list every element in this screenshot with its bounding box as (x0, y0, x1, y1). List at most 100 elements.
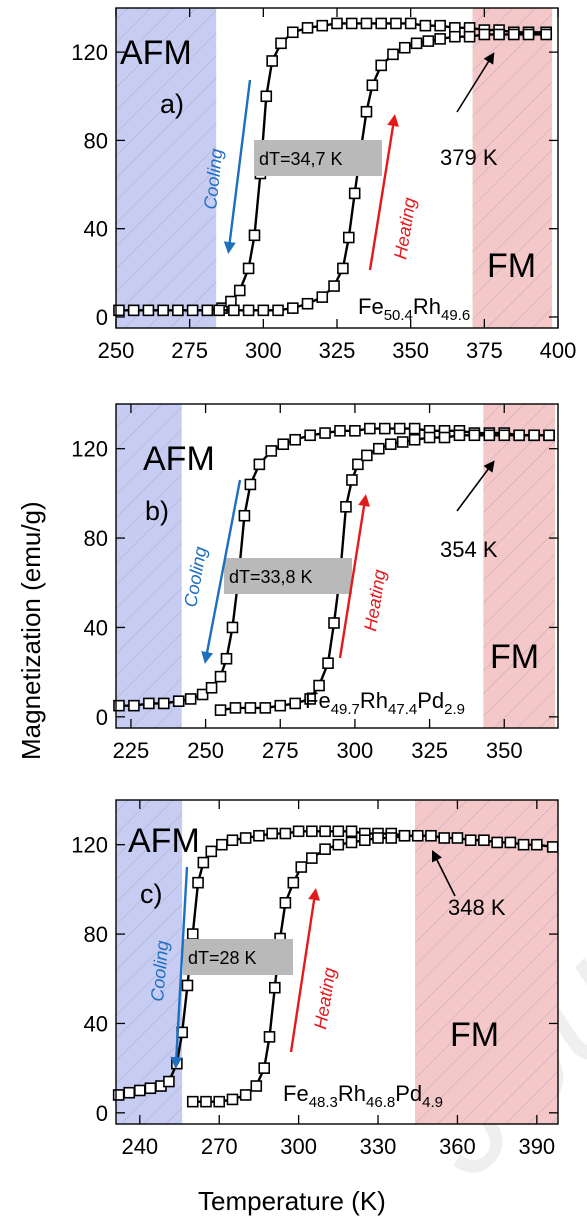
cooling-data-point (378, 422, 391, 435)
x-tick-label: 400 (540, 338, 577, 363)
cooling-data-point (143, 697, 155, 710)
cooling-data-point (157, 697, 170, 710)
cooling-data-point (345, 17, 358, 30)
cooling-data-point (248, 229, 261, 242)
heating-data-point (478, 28, 491, 41)
comp-el-1: Fe (283, 1081, 309, 1106)
y-tick-label: 0 (96, 305, 108, 330)
heating-data-point (213, 1095, 226, 1108)
cooling-data-point (197, 856, 210, 869)
heating-branch-line (219, 33, 547, 312)
x-tick-label: 250 (98, 338, 135, 363)
cooling-data-point (142, 304, 155, 317)
y-tick-label: 40 (84, 615, 108, 640)
comp-sub-2: 47.4 (388, 701, 417, 718)
cooling-data-point (404, 17, 417, 30)
dt-label: dT=33,8 K (229, 567, 313, 587)
cooling-data-point (364, 422, 376, 435)
comp-sub-3: 4.9 (422, 1094, 443, 1111)
heating-data-point (301, 297, 314, 310)
cooling-data-point (112, 1089, 125, 1101)
cooling-data-point (464, 834, 477, 847)
y-tick-label: 120 (71, 833, 108, 858)
heating-data-point (398, 41, 411, 54)
tc-label: 379 K (440, 145, 498, 170)
x-tick-label: 330 (360, 1134, 397, 1159)
heating-data-point (410, 37, 423, 50)
cooling-data-point (157, 304, 169, 317)
afm-region-hatch (116, 8, 217, 328)
tc-label: 354 K (440, 537, 498, 562)
cooling-data-point (478, 834, 490, 847)
heating-data-point (384, 438, 397, 451)
heating-data-point (398, 829, 411, 842)
x-tick-label: 360 (439, 1134, 476, 1159)
cooling-data-point (186, 304, 199, 317)
cooling-arrow (223, 79, 252, 254)
heating-data-point (242, 304, 255, 317)
heating-data-point (239, 1089, 252, 1101)
heating-data-point (434, 33, 446, 45)
heating-data-point (513, 429, 525, 442)
cooling-data-point (316, 19, 329, 32)
cooling-data-point (319, 427, 331, 439)
cooling-data-point (349, 425, 361, 437)
cooling-data-point (390, 17, 402, 30)
heating-data-point (422, 35, 435, 47)
plot-frame (115, 799, 559, 1125)
axis-ticks: 250 275 300 325 350 375 400 0 40 80 120 (71, 8, 576, 363)
cooling-data-point (244, 478, 257, 491)
cooling-data-point (220, 652, 233, 665)
cooling-data-point (531, 838, 543, 851)
cooling-data-point (214, 670, 227, 683)
cooling-data-point (306, 825, 318, 838)
heating-data-point (528, 429, 540, 442)
plot-frame (115, 7, 559, 329)
x-axis-title: Temperature (K) (198, 1186, 386, 1216)
heating-data-point (263, 1031, 276, 1043)
y-tick-label: 80 (84, 526, 108, 551)
axis-ticks: 240 270 300 330 360 390 0 40 80 120 (71, 800, 558, 1159)
heating-data-point (257, 304, 270, 317)
afm-region-hatch (116, 800, 183, 1124)
heating-data-point (306, 852, 318, 864)
heating-arrow (368, 114, 399, 271)
cooling-data-point (253, 829, 265, 842)
heating-data-point (337, 262, 349, 275)
heating-data-point (340, 500, 352, 513)
y-tick-label: 80 (84, 128, 108, 153)
cooling-arrow (201, 479, 242, 664)
cooling-data-point (201, 304, 214, 317)
heating-data-point (493, 28, 505, 41)
cooling-data-point (128, 699, 140, 712)
heating-data-point (226, 1093, 239, 1106)
cooling-data-point (239, 832, 252, 844)
heating-data-point (279, 896, 292, 909)
x-tick-label: 350 (486, 738, 523, 763)
heating-data-point (423, 431, 436, 444)
cooling-data-point (226, 834, 239, 847)
comp-el-2: Rh (360, 688, 388, 713)
heating-data-point (361, 449, 373, 462)
y-tick-label: 0 (96, 1101, 108, 1126)
cooling-label: Cooling (180, 545, 210, 609)
heating-data-point (366, 79, 379, 92)
comp-sub-2: 49.6 (441, 307, 470, 324)
cooling-data-point (375, 17, 388, 30)
fm-region-hatch (483, 404, 556, 728)
comp-el-1: Fe (305, 688, 331, 713)
cooling-data-point (292, 825, 305, 838)
cooling-data-point (266, 55, 278, 67)
heating-label: Heating (360, 568, 389, 632)
heating-data-point (468, 429, 481, 442)
heating-data-point (186, 1095, 199, 1108)
cooling-data-point (319, 825, 331, 838)
cooling-data-point (425, 829, 437, 842)
data-markers (112, 825, 559, 1108)
heating-data-point (438, 431, 451, 444)
heating-data-point (319, 843, 331, 855)
heating-data-point (449, 30, 461, 43)
cooling-data-point (504, 836, 517, 849)
tc-pointer-arrow (456, 460, 495, 512)
cooling-data-point (438, 832, 450, 844)
